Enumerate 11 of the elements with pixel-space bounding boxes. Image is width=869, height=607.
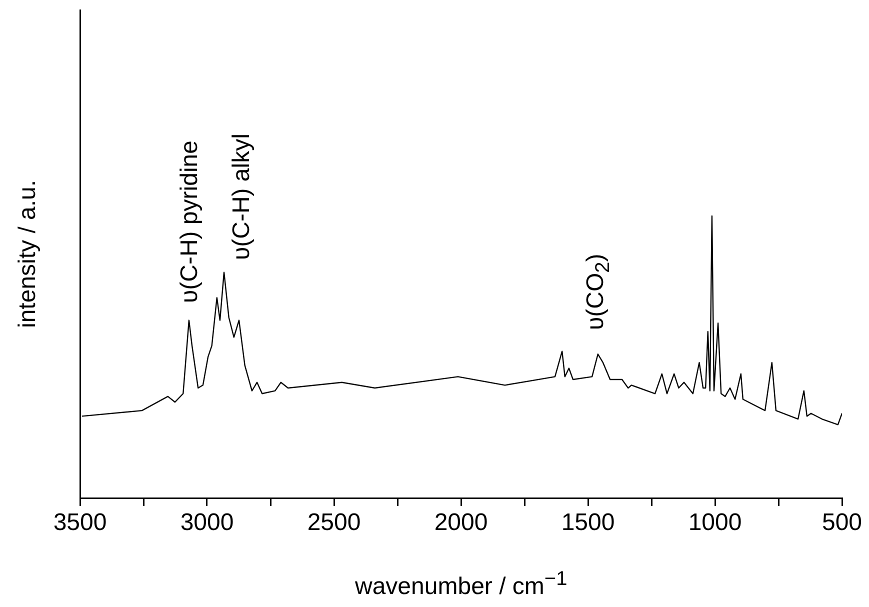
x-tick-label: 1000 (688, 509, 742, 536)
y-axis-title: intensity / a.u. (14, 180, 42, 328)
x-tick-label: 3500 (53, 509, 107, 536)
x-tick-label: 1500 (561, 509, 615, 536)
x-axis-title: wavenumber / cm$^{−1}$ (355, 568, 568, 601)
x-tick-label: 3000 (180, 509, 234, 536)
annotation: υ(C-H) alkyl (228, 134, 256, 260)
x-tick-label: 500 (822, 509, 862, 536)
x-tick-label: 2500 (307, 509, 361, 536)
x-tick-label: 2000 (434, 509, 488, 536)
annotation: υ(C-H) pyridine (176, 140, 204, 303)
